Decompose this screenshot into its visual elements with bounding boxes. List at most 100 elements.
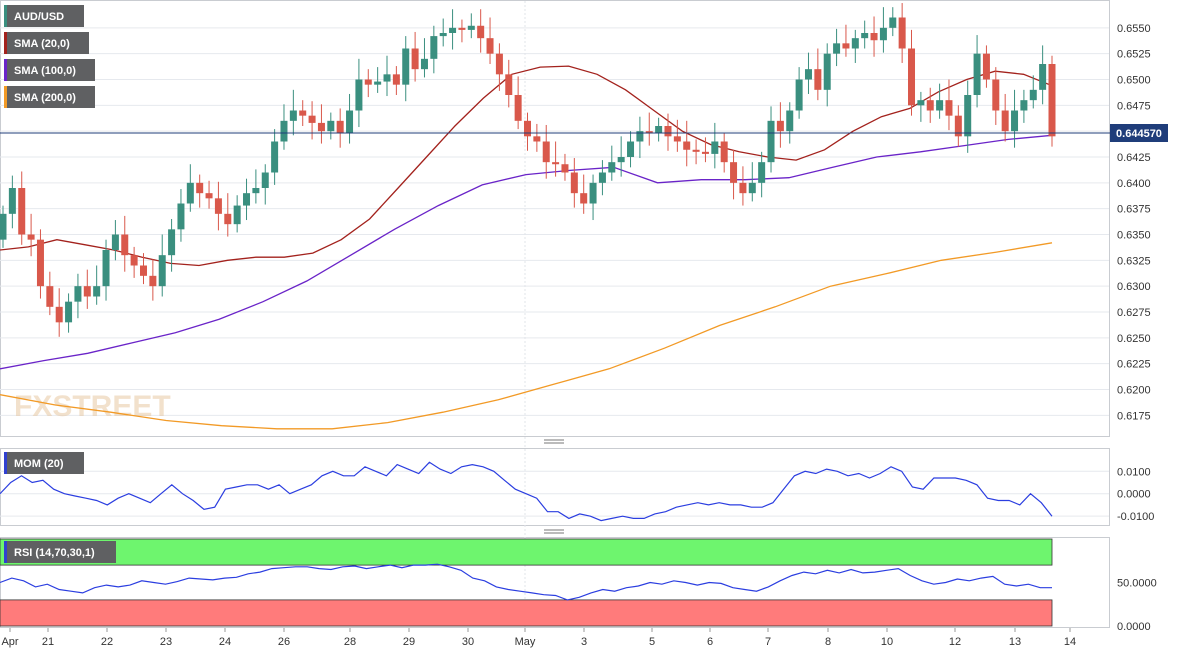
- candle-body: [608, 162, 616, 173]
- candle-body: [383, 74, 391, 82]
- candle-body: [870, 33, 878, 41]
- candle-body: [458, 27, 466, 30]
- candle: [908, 29, 916, 116]
- legend-sma100[interactable]: SMA (100,0): [4, 59, 95, 81]
- candle-body: [139, 265, 147, 276]
- candle: [346, 93, 354, 144]
- candle-body: [758, 162, 766, 183]
- price-y-tick: 0.6275: [1117, 307, 1151, 319]
- mom-pane-frame: [0, 448, 1110, 526]
- candle-body: [861, 33, 869, 39]
- candle: [851, 29, 859, 63]
- candle-body: [1048, 64, 1056, 137]
- candle-body: [233, 205, 241, 225]
- candle-body: [102, 250, 110, 287]
- grid-layer: [0, 1, 1109, 627]
- candle: [1011, 89, 1019, 148]
- price-y-tick: 0.6350: [1117, 230, 1151, 242]
- candle-body: [795, 79, 803, 111]
- candle-body: [964, 95, 972, 137]
- candle-body: [926, 100, 934, 111]
- rsi-oversold-band: [0, 599, 1053, 627]
- candle-body: [851, 38, 859, 49]
- candle: [561, 153, 569, 181]
- candle: [495, 43, 503, 91]
- mom-y-tick: 0.0100: [1117, 466, 1151, 478]
- candle: [683, 120, 691, 167]
- price-y-tick: 0.6325: [1117, 255, 1151, 267]
- candle: [870, 16, 878, 57]
- candle-body: [1011, 110, 1019, 132]
- candle-body: [186, 182, 194, 204]
- candle-body: [8, 188, 16, 214]
- candle-body: [627, 141, 635, 157]
- candle-body: [46, 286, 54, 307]
- legend-mom[interactable]: MOM (20): [4, 452, 84, 474]
- moving-averages: [0, 65, 1053, 430]
- candle: [168, 219, 176, 272]
- candle: [524, 112, 531, 151]
- candle: [767, 106, 775, 173]
- candle: [776, 102, 784, 148]
- candle: [505, 59, 513, 108]
- legend-mom-label: MOM (20): [14, 458, 64, 470]
- candle-body: [1020, 100, 1028, 111]
- candle: [289, 89, 297, 136]
- price-y-tick: 0.6175: [1117, 410, 1151, 422]
- candle-body: [879, 27, 887, 41]
- candle: [8, 175, 16, 229]
- legend-sma200[interactable]: SMA (200,0): [4, 86, 95, 108]
- candle: [580, 174, 588, 214]
- candle: [1001, 93, 1009, 142]
- legend-audusd[interactable]: AUD/USD: [4, 5, 84, 27]
- pane-divider-handle[interactable]: [544, 439, 564, 444]
- rsi-overbought-band: [0, 538, 1053, 566]
- candle-body: [83, 286, 91, 297]
- candle: [355, 58, 363, 128]
- x-axis-labels: Apr 21 22 23 24 26 28 29 30 May 3 5 6 7 8 10 12 13 14: [1, 628, 1076, 648]
- candle: [233, 195, 241, 233]
- candle-body: [149, 275, 157, 287]
- candle: [842, 24, 850, 57]
- candle: [701, 137, 709, 163]
- x-tick-label: 13: [1009, 636, 1021, 648]
- candle-body: [280, 120, 288, 142]
- candle-body: [261, 172, 269, 188]
- candle-body: [364, 79, 372, 85]
- price-y-tick: 0.6425: [1117, 152, 1151, 164]
- candle: [65, 293, 73, 333]
- candle-body: [776, 120, 784, 132]
- candle: [111, 220, 119, 261]
- candle-body: [18, 188, 26, 235]
- candle: [936, 83, 944, 119]
- candle: [570, 158, 578, 208]
- x-tick-label: 30: [462, 636, 474, 648]
- candle: [449, 9, 457, 50]
- candle-body: [308, 115, 316, 123]
- price-y-tick: 0.6200: [1117, 385, 1151, 397]
- pane-divider-handle-2[interactable]: [544, 529, 564, 534]
- candle-body: [767, 120, 775, 163]
- legend-sma20[interactable]: SMA (20,0): [4, 32, 89, 54]
- candle-body: [449, 27, 457, 33]
- candle-body: [327, 120, 335, 132]
- candle-body: [711, 141, 719, 154]
- price-y-tick: 0.6500: [1117, 75, 1151, 87]
- price-y-tick: 0.6225: [1117, 359, 1151, 371]
- candle: [364, 69, 372, 98]
- candle: [879, 7, 887, 53]
- legend-rsi[interactable]: RSI (14,70,30,1): [4, 541, 116, 563]
- candle: [1020, 89, 1028, 123]
- candle-body: [121, 234, 129, 256]
- mom-line-layer: [0, 461, 1053, 522]
- candle: [973, 35, 981, 108]
- candle-body: [542, 141, 550, 163]
- candle-body: [130, 255, 138, 266]
- candle: [252, 169, 260, 204]
- x-tick-label: 22: [101, 636, 113, 648]
- candle-body: [27, 234, 35, 240]
- x-tick-label: 28: [344, 636, 356, 648]
- candle-body: [992, 79, 1000, 111]
